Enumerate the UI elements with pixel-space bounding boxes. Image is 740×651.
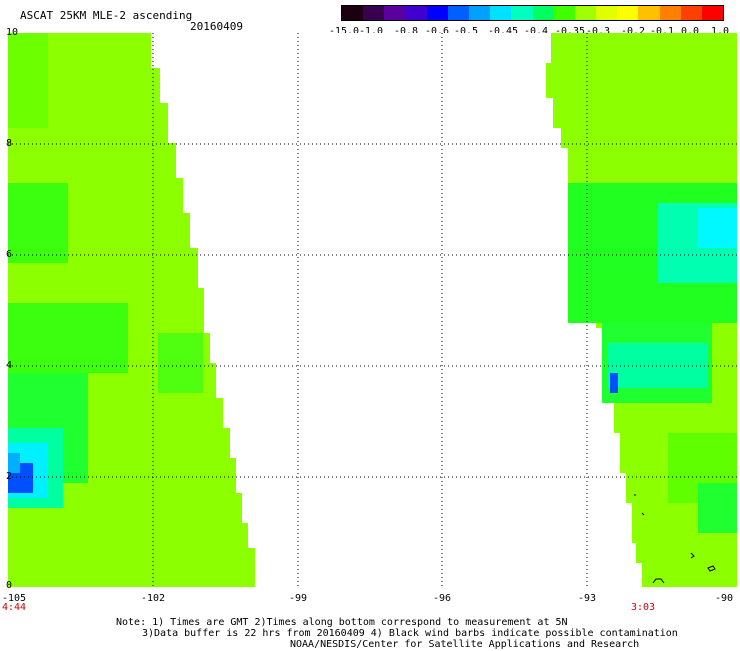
cyan-patch bbox=[698, 208, 737, 248]
wind-barb-marks bbox=[634, 494, 716, 584]
color-scale-label: -1.0 bbox=[358, 26, 384, 37]
color-scale-label: -0.4 bbox=[523, 26, 549, 37]
y-tick-label: 10 bbox=[6, 27, 19, 38]
x-tick-label: -102 bbox=[140, 593, 166, 604]
x-tick-label: -90 bbox=[714, 593, 734, 604]
color-scale-segment bbox=[659, 6, 681, 20]
x-tick-label: -99 bbox=[288, 593, 308, 604]
color-scale-label: -0.5 bbox=[453, 26, 479, 37]
color-scale-segment bbox=[596, 6, 618, 20]
color-scale-segment bbox=[405, 6, 427, 20]
color-scale-label: -0.1 bbox=[649, 26, 675, 37]
map-plot-area bbox=[8, 33, 737, 587]
color-scale-label: -15.0 bbox=[328, 26, 360, 37]
blue-patch bbox=[610, 373, 618, 393]
green-patch bbox=[8, 183, 68, 263]
color-scale-segment bbox=[342, 6, 364, 20]
color-scale-segment bbox=[363, 6, 385, 20]
color-scale-segment bbox=[553, 6, 575, 20]
green-patch bbox=[8, 33, 48, 128]
color-scale-segment bbox=[532, 6, 554, 20]
x-tick-label: -93 bbox=[577, 593, 597, 604]
color-scale-segment bbox=[447, 6, 470, 20]
y-tick-label: 6 bbox=[6, 249, 13, 260]
color-scale-segment bbox=[511, 6, 533, 20]
color-scale-label: -0.2 bbox=[620, 26, 646, 37]
color-scale-segment bbox=[617, 6, 639, 20]
color-scale-segment bbox=[701, 6, 724, 20]
color-scale-label: -0.3 bbox=[585, 26, 611, 37]
time-label-right: 3:03 bbox=[631, 602, 656, 613]
color-scale-segment bbox=[574, 6, 597, 20]
y-tick-label: 4 bbox=[6, 360, 13, 371]
green-patch bbox=[698, 483, 737, 533]
map-title: ASCAT 25KM MLE-2 ascending bbox=[20, 9, 193, 22]
color-scale-segment bbox=[426, 6, 448, 20]
swath-map bbox=[8, 33, 737, 587]
y-tick-label: 0 bbox=[6, 580, 13, 591]
grid-lines bbox=[8, 33, 737, 587]
color-scale-segment bbox=[638, 6, 660, 20]
color-scale-label: 0.0 bbox=[680, 26, 700, 37]
x-tick-label: -96 bbox=[432, 593, 452, 604]
color-scale-segment bbox=[490, 6, 512, 20]
color-scale-label: -0.8 bbox=[393, 26, 419, 37]
y-tick-label: 2 bbox=[6, 471, 13, 482]
green-patch bbox=[8, 303, 128, 373]
blue-patch bbox=[8, 453, 20, 473]
color-scale-label: -0.45 bbox=[487, 26, 519, 37]
color-scale-segment bbox=[680, 6, 702, 20]
note-line-1: Note: 1) Times are GMT 2)Times along bot… bbox=[116, 617, 568, 628]
map-date: 20160409 bbox=[190, 20, 243, 33]
color-scale-segment bbox=[469, 6, 491, 20]
green-patch bbox=[158, 333, 203, 393]
note-line-3: NOAA/NESDIS/Center for Satellite Applica… bbox=[290, 639, 640, 650]
color-scale-segment bbox=[384, 6, 406, 20]
x-tick-label: -105 bbox=[1, 593, 27, 604]
y-tick-label: 8 bbox=[6, 138, 13, 149]
color-scale-label: 1.0 bbox=[710, 26, 730, 37]
note-line-2: 3)Data buffer is 22 hrs from 20160409 4)… bbox=[142, 628, 678, 639]
color-scale-label: -0.6 bbox=[424, 26, 450, 37]
time-label-left: 4:44 bbox=[2, 602, 27, 613]
color-scale-label: -0.35 bbox=[554, 26, 586, 37]
color-scale-bar bbox=[341, 5, 724, 21]
